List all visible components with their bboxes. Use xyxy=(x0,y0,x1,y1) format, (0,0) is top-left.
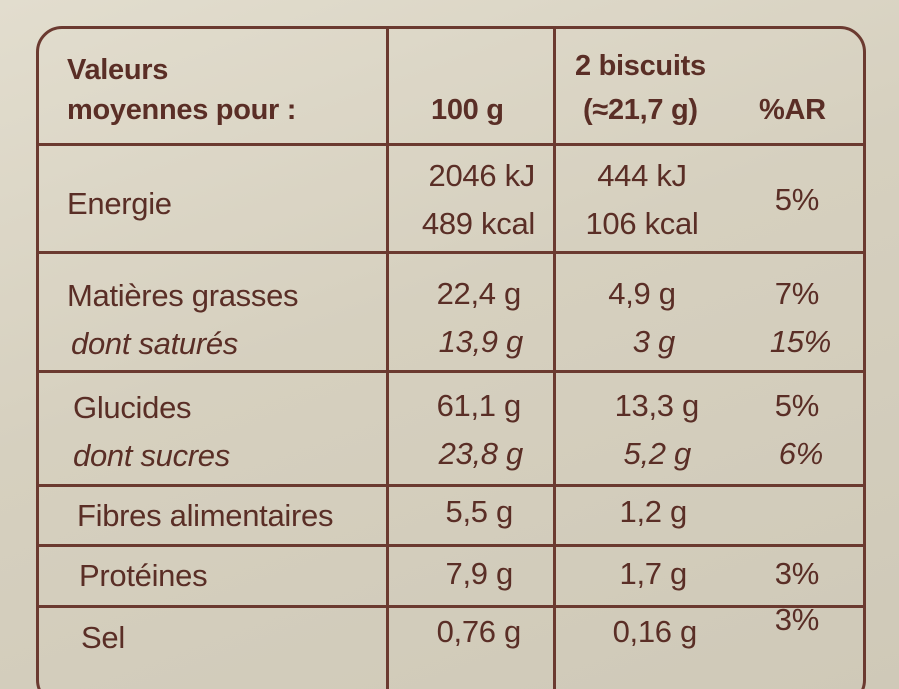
nutrition-table: Valeurs moyennes pour : 100 g 2 biscuits… xyxy=(36,26,866,689)
row-matieres-ar: 7% xyxy=(774,276,820,311)
row-energie-ar: 5% xyxy=(774,182,820,217)
row-satures-100g: 13,9 g xyxy=(438,324,524,359)
row-sel-100g: 0,76 g xyxy=(436,614,522,649)
row-divider-glucides xyxy=(39,484,863,487)
row-glucides-label: Glucides xyxy=(73,390,192,425)
row-sucres-ar: 6% xyxy=(778,436,824,471)
row-fibres-label: Fibres alimentaires xyxy=(77,498,334,533)
row-divider-header xyxy=(39,143,863,146)
row-matieres-100g: 22,4 g xyxy=(436,276,522,311)
row-fibres-100g: 5,5 g xyxy=(445,494,514,529)
row-sucres-100g: 23,8 g xyxy=(438,436,524,471)
row-sel-label: Sel xyxy=(81,620,125,655)
row-energie-portion-kj: 444 kJ xyxy=(597,158,687,193)
header-col-portion-line2: (≈21,7 g) xyxy=(583,94,698,126)
header-col-portion-line1: 2 biscuits xyxy=(575,50,706,82)
row-proteines-ar: 3% xyxy=(774,556,820,591)
row-sel-ar: 3% xyxy=(774,602,820,637)
row-matieres-portion: 4,9 g xyxy=(608,276,676,311)
row-divider-matieres xyxy=(39,370,863,373)
header-label-line2: moyennes pour : xyxy=(67,94,297,126)
row-sel-portion: 0,16 g xyxy=(612,614,698,649)
row-energie-label: Energie xyxy=(67,186,172,221)
row-energie-portion-kcal: 106 kcal xyxy=(585,206,699,241)
row-energie-100g-kcal: 489 kcal xyxy=(421,206,535,241)
row-satures-ar: 15% xyxy=(769,324,831,359)
row-energie-100g-kj: 2046 kJ xyxy=(428,158,536,193)
row-sucres-portion: 5,2 g xyxy=(623,436,692,471)
row-glucides-100g: 61,1 g xyxy=(436,388,522,423)
header-col-ar: %AR xyxy=(759,94,826,126)
row-proteines-100g: 7,9 g xyxy=(445,556,514,591)
row-divider-fibres xyxy=(39,544,863,547)
row-divider-energie xyxy=(39,251,863,254)
row-satures-label: dont saturés xyxy=(71,326,239,361)
column-divider-2 xyxy=(553,29,556,689)
row-glucides-ar: 5% xyxy=(774,388,820,423)
row-divider-proteines xyxy=(39,605,863,608)
row-matieres-label: Matières grasses xyxy=(67,278,299,313)
row-satures-portion: 3 g xyxy=(632,324,676,359)
row-proteines-label: Protéines xyxy=(79,558,208,593)
row-proteines-portion: 1,7 g xyxy=(619,556,688,591)
header-label-line1: Valeurs xyxy=(67,54,169,86)
column-divider-1 xyxy=(386,29,389,689)
row-fibres-portion: 1,2 g xyxy=(619,494,688,529)
row-sucres-label: dont sucres xyxy=(73,438,230,473)
row-glucides-portion: 13,3 g xyxy=(614,388,700,423)
header-col-100g: 100 g xyxy=(431,94,504,126)
